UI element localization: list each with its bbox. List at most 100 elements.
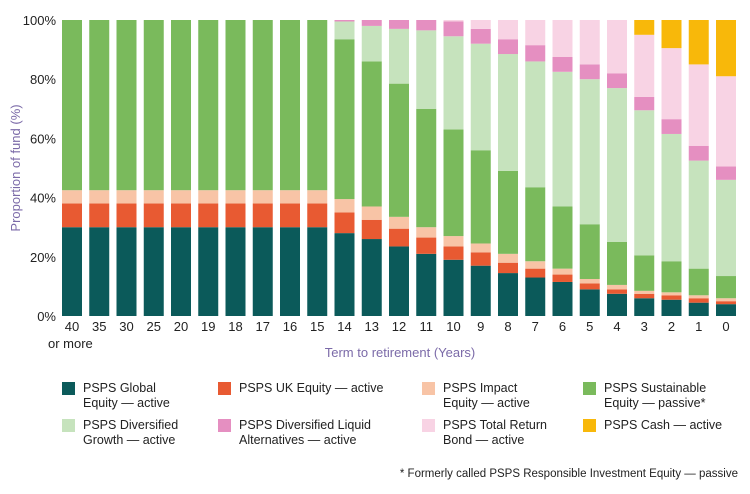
bar-segment xyxy=(307,227,328,316)
x-tick-label: 4 xyxy=(613,319,620,334)
bar-segment xyxy=(634,298,655,316)
bar-segment xyxy=(252,190,273,204)
bar-segment xyxy=(661,299,682,316)
bar-segment xyxy=(579,20,600,65)
bar-segment xyxy=(334,21,355,40)
legend-item: PSPS Diversified Liquid Alternatives — ac… xyxy=(218,418,371,448)
bar-segment xyxy=(716,276,736,299)
bar-segment xyxy=(416,108,437,228)
x-tick-label: 0 xyxy=(722,319,729,334)
bar-segment xyxy=(525,45,546,62)
bar-segment xyxy=(607,20,627,74)
y-tick-label: 40% xyxy=(30,191,56,206)
bar-segment xyxy=(443,246,464,260)
x-tick-label: 40 xyxy=(65,319,79,334)
bar-segment xyxy=(579,279,600,284)
bar-segment xyxy=(579,224,600,279)
legend-label: PSPS Diversified Liquid Alternatives — ac… xyxy=(239,418,371,448)
bar-segment xyxy=(443,236,464,247)
legend-label: PSPS Sustainable Equity — passive* xyxy=(604,381,706,411)
bar-segment xyxy=(552,281,573,316)
legend-label-line: Alternatives — active xyxy=(239,433,357,447)
bar-segment xyxy=(525,277,546,316)
bar-segment xyxy=(607,242,627,285)
bar-segment xyxy=(252,203,273,228)
bar-segment xyxy=(716,166,736,180)
x-tick-label: 13 xyxy=(365,319,379,334)
legend-label-line: PSPS Diversified Liquid xyxy=(239,418,372,432)
bars xyxy=(62,20,736,316)
bar-segment xyxy=(498,54,518,171)
bar-segment xyxy=(552,268,573,275)
bar-segment xyxy=(607,289,627,294)
bar-segment xyxy=(552,274,573,282)
bar-segment xyxy=(143,203,164,228)
legend-label-line: PSPS Total Return xyxy=(443,418,547,432)
bar-segment xyxy=(389,83,409,217)
legend-label: PSPS Global Equity — active xyxy=(83,381,170,411)
x-tick-label: 6 xyxy=(559,319,566,334)
x-axis-label: Term to retirement (Years) xyxy=(325,345,476,360)
legend-item: PSPS UK Equity — active xyxy=(218,381,384,396)
legend-label-line: Equity — passive* xyxy=(604,396,706,410)
legend-swatch xyxy=(62,419,75,432)
legend-label-line: PSPS Impact xyxy=(443,381,518,395)
bar-segment xyxy=(470,20,491,29)
legend-label-line: PSPS Global xyxy=(83,381,156,395)
legend-item: PSPS Impact Equity — active xyxy=(422,381,530,411)
bar-segment xyxy=(198,227,219,316)
bar-segment xyxy=(688,160,709,269)
y-tick-label: 80% xyxy=(30,72,56,87)
legend-item: PSPS Global Equity — active xyxy=(62,381,170,411)
bar-segment xyxy=(143,190,164,204)
bar-segment xyxy=(389,216,409,229)
bar-segment xyxy=(716,76,736,167)
legend-swatch xyxy=(583,382,596,395)
bar-segment xyxy=(389,228,409,247)
x-tick-label: 11 xyxy=(420,319,434,334)
x-tick-sublabel: or more xyxy=(48,336,93,351)
x-tick-label: 1 xyxy=(695,319,702,334)
legend-label: PSPS Cash — active xyxy=(604,418,722,433)
x-tick-label: 20 xyxy=(174,319,188,334)
bar-segment xyxy=(171,203,191,228)
x-tick-label: 10 xyxy=(446,319,460,334)
bar-segment xyxy=(661,261,682,293)
legend-item: PSPS Sustainable Equity — passive* xyxy=(583,381,706,411)
bar-segment xyxy=(498,273,518,316)
bar-segment xyxy=(498,39,518,55)
bar-segment xyxy=(143,227,164,316)
bar-segment xyxy=(89,227,110,316)
legend-item: PSPS Diversified Growth — active xyxy=(62,418,178,448)
stacked-bar-chart: 0%20%40%60%80%100% 40 35 30 25 20 19 18 17 16 15 1… xyxy=(8,13,736,360)
bar-segment xyxy=(280,203,300,228)
bar-segment xyxy=(716,304,736,316)
bar-segment xyxy=(443,259,464,316)
legend-label-line: PSPS Sustainable xyxy=(604,381,707,395)
x-tick-label: 17 xyxy=(256,319,270,334)
bar-segment xyxy=(307,20,328,191)
bar-segment xyxy=(634,293,655,299)
bar-segment xyxy=(688,20,709,65)
x-tick-labels: 40 35 30 25 20 19 18 17 16 15 14 13 12 11 10 9 8 7 6 5 4 3 2 1 0… xyxy=(48,319,730,351)
bar-segment xyxy=(62,203,82,228)
bar-segment xyxy=(470,28,491,44)
bar-segment xyxy=(116,203,137,228)
legend-swatch xyxy=(422,419,435,432)
legend-item: PSPS Cash — active xyxy=(583,418,722,433)
bar-segment xyxy=(661,295,682,300)
x-tick-label: 9 xyxy=(477,319,484,334)
legend-label: PSPS UK Equity — active xyxy=(239,381,384,396)
bar-segment xyxy=(716,179,736,277)
x-tick-label: 2 xyxy=(668,319,675,334)
bar-segment xyxy=(634,110,655,256)
bar-segment xyxy=(525,268,546,278)
x-tick-label: 25 xyxy=(147,319,161,334)
y-tick-label: 0% xyxy=(37,309,56,324)
bar-segment xyxy=(470,43,491,151)
bar-segment xyxy=(62,20,82,191)
bar-segment xyxy=(416,253,437,316)
bar-segment xyxy=(361,239,382,316)
footnote: * Formerly called PSPS Responsible Inves… xyxy=(399,468,738,480)
bar-segment xyxy=(661,48,682,120)
